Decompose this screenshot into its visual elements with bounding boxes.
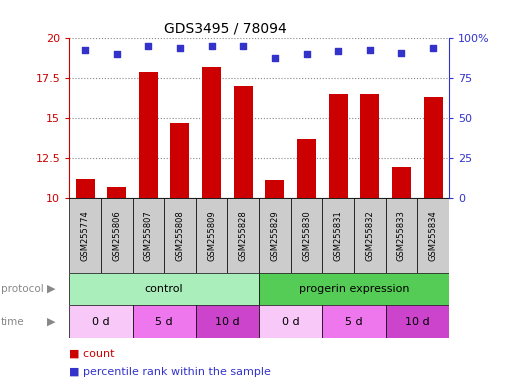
Text: progerin expression: progerin expression (299, 284, 409, 294)
Text: GSM255833: GSM255833 (397, 210, 406, 261)
Point (81, 46, 89, 53)
Text: GSM255774: GSM255774 (81, 210, 90, 261)
Bar (75, 179, 94, 198)
Point (144, 43, 152, 50)
Bar (101, 198, 132, 273)
Text: GSM255829: GSM255829 (270, 210, 280, 260)
Point (366, 46, 374, 53)
Bar (170, 123, 189, 198)
Bar (265, 180, 284, 198)
Bar (360, 94, 379, 198)
Bar (196, 198, 227, 273)
Bar (164, 198, 196, 273)
Text: GSM255807: GSM255807 (144, 210, 153, 261)
Bar (227, 198, 259, 273)
Text: GSM255808: GSM255808 (175, 210, 185, 261)
Bar (132, 198, 164, 273)
Point (207, 43, 215, 50)
Bar (259, 305, 322, 338)
Bar (297, 139, 316, 198)
Bar (202, 67, 221, 198)
Bar (392, 167, 411, 198)
Text: time: time (1, 316, 25, 327)
Bar (322, 198, 354, 273)
Text: ■ count: ■ count (69, 349, 115, 359)
Bar (132, 305, 196, 338)
Point (302, 51, 310, 58)
Point (271, 55, 279, 61)
Text: GSM255828: GSM255828 (239, 210, 248, 261)
Bar (322, 305, 386, 338)
Point (113, 51, 121, 58)
Bar (107, 187, 126, 198)
Text: GSM255830: GSM255830 (302, 210, 311, 261)
Bar (196, 305, 259, 338)
Bar (69, 198, 101, 273)
Text: 0 d: 0 d (92, 316, 110, 327)
Text: 10 d: 10 d (405, 316, 429, 327)
Point (397, 50, 405, 56)
Point (239, 43, 247, 50)
Bar (69, 305, 132, 338)
Text: GSM255809: GSM255809 (207, 210, 216, 260)
Text: 5 d: 5 d (345, 316, 363, 327)
Text: protocol: protocol (1, 284, 44, 294)
Bar (386, 305, 449, 338)
Bar (354, 198, 386, 273)
Bar (259, 273, 449, 305)
Text: ■ percentile rank within the sample: ■ percentile rank within the sample (69, 367, 271, 377)
Text: GSM255834: GSM255834 (428, 210, 438, 261)
Text: GSM255806: GSM255806 (112, 210, 121, 261)
Text: ▶: ▶ (47, 284, 56, 294)
Text: GSM255831: GSM255831 (333, 210, 343, 261)
Bar (417, 198, 449, 273)
Text: control: control (145, 284, 184, 294)
Point (334, 48, 342, 54)
Bar (291, 198, 322, 273)
Text: 5 d: 5 d (155, 316, 173, 327)
Text: ▶: ▶ (47, 316, 56, 327)
Bar (259, 198, 291, 273)
Text: 0 d: 0 d (282, 316, 300, 327)
Bar (386, 198, 417, 273)
Text: GSM255832: GSM255832 (365, 210, 374, 261)
Text: 10 d: 10 d (215, 316, 240, 327)
Bar (139, 72, 158, 198)
Bar (329, 94, 348, 198)
Point (176, 45, 184, 51)
Bar (424, 98, 443, 198)
Point (429, 45, 437, 51)
Bar (234, 86, 253, 198)
Bar (69, 273, 259, 305)
Text: GDS3495 / 78094: GDS3495 / 78094 (164, 22, 287, 36)
